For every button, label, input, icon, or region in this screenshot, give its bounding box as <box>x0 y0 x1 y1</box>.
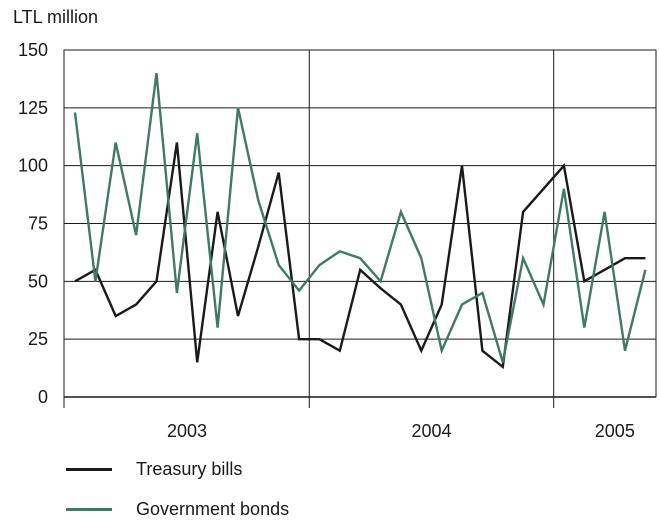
y-axis-label: LTL million <box>13 7 99 27</box>
y-tick-label: 25 <box>28 329 48 349</box>
legend-item-government-bonds: Government bonds <box>66 497 289 521</box>
legend-swatch-government-bonds <box>66 507 112 511</box>
y-tick-label: 100 <box>18 156 48 176</box>
y-tick-label: 125 <box>18 98 48 118</box>
x-axis-year-labels: 2003 2004 2005 <box>167 421 635 441</box>
x-year-label: 2005 <box>595 421 635 441</box>
y-tick-label: 50 <box>28 271 48 291</box>
series-lines <box>73 72 647 370</box>
legend-label-government-bonds: Government bonds <box>136 498 290 519</box>
y-axis-tick-labels: 0 25 50 75 100 125 150 <box>18 40 48 407</box>
series-line-treasury-bills <box>74 142 646 370</box>
y-tick-label: 0 <box>38 387 48 407</box>
legend-label-treasury-bills: Treasury bills <box>136 458 243 479</box>
y-tick-label: 75 <box>28 214 48 234</box>
legend-swatch-treasury-bills <box>66 467 112 471</box>
axes <box>63 49 657 408</box>
x-year-label: 2004 <box>411 421 451 441</box>
y-tick-label: 150 <box>18 40 48 60</box>
series-line-government-bonds <box>73 72 647 363</box>
legend-item-treasury-bills: Treasury bills <box>66 457 242 481</box>
x-year-label: 2003 <box>167 421 207 441</box>
